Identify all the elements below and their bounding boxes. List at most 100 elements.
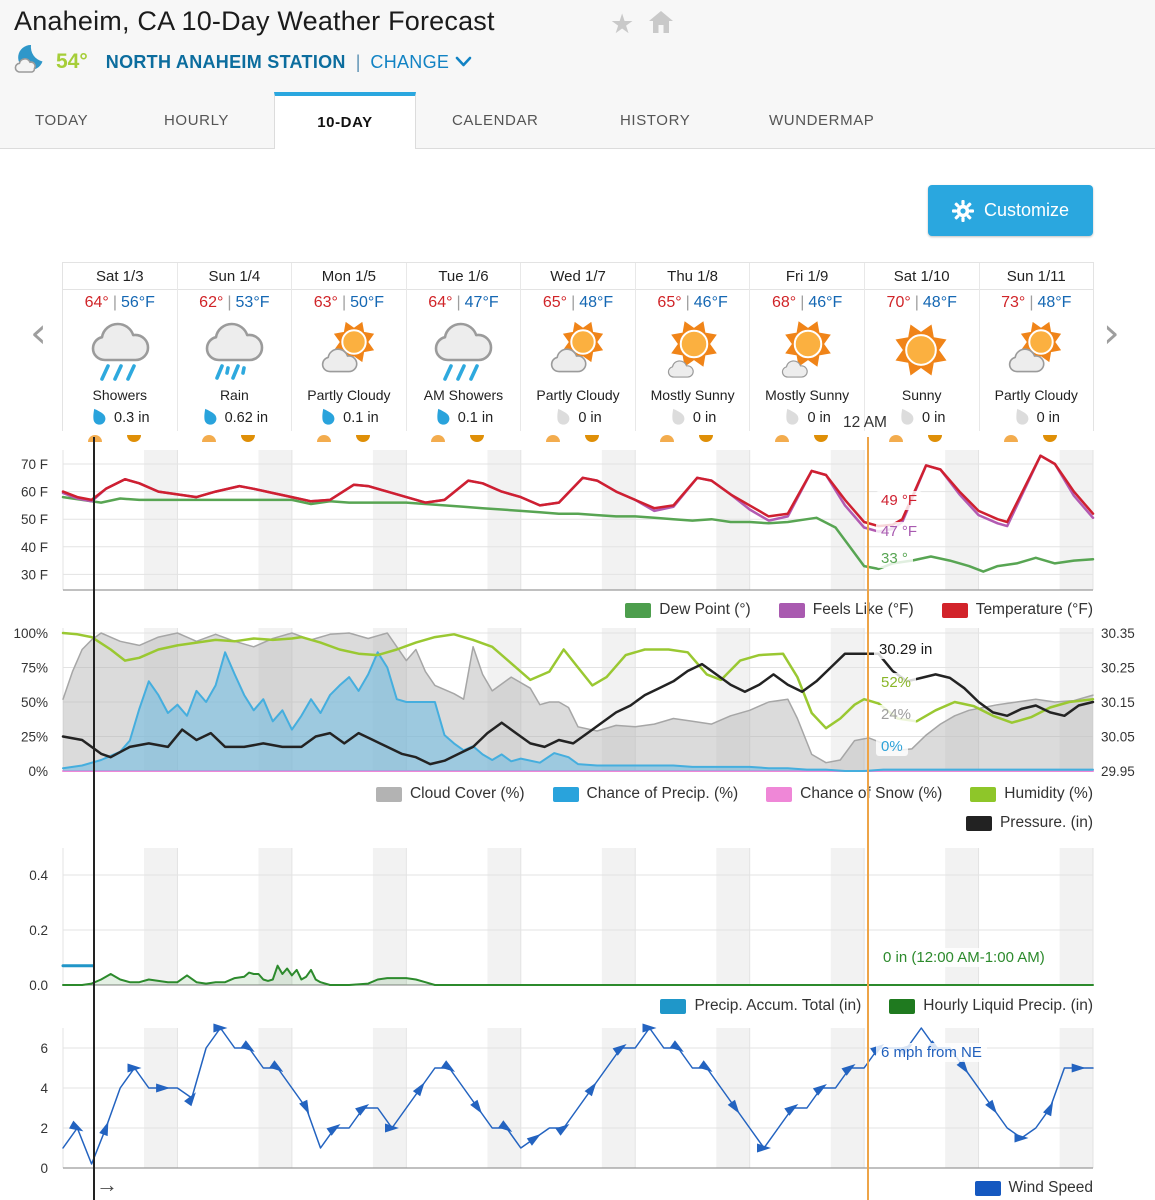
series-wind-speed [62,1027,1094,1165]
sunrise-icon [889,435,904,442]
raindrop-icon [669,407,686,429]
legend-item: Pressure. (in) [965,814,1093,832]
day-date: Wed 1/7 [521,263,635,290]
station-name[interactable]: NORTH ANAHEIM STATION [105,51,346,72]
svg-text:40 F: 40 F [21,540,48,555]
page-title: Anaheim, CA 10-Day Weather Forecast [14,6,495,36]
day-precip-amount: 0.1 in [457,410,494,426]
day-precip-amount: 0.1 in [343,410,379,426]
raindrop-icon [90,407,107,429]
svg-text:2: 2 [40,1121,48,1136]
svg-text:50%: 50% [21,695,48,710]
legend-item: Wind Speed [974,1179,1093,1197]
day-high-temp: 70° [886,293,911,311]
day-precip-amount: 0 in [807,410,831,426]
chart-legend: Precip. Accum. Total (in) Hourly Liquid P… [660,994,1093,1018]
favorite-star-icon[interactable]: ★ [610,9,635,39]
weather-icon [865,315,979,385]
legend-swatch-icon [778,602,805,618]
day-low-temp: 48°F [1037,293,1072,311]
tab-wundermap[interactable]: WUNDERMAP [769,111,875,129]
forecast-day-tile[interactable]: Sun 1/11 73° | 48°F Partly Cloudy 0 in [979,263,1094,431]
sunrise-icon [660,435,675,442]
chart-legend: Dew Point (°) Feels Like (°F) Temperature … [625,598,1093,622]
day-low-temp: 48°F [579,293,614,311]
forecast-day-tile[interactable]: Sat 1/10 70° | 48°F Sunny 0 in [864,263,980,431]
forecast-day-tile[interactable]: Tue 1/6 64° | 47°F AM Showers 0.1 in [406,263,522,431]
day-date: Tue 1/6 [406,263,521,290]
day-low-temp: 48°F [922,293,957,311]
day-high-temp: 68° [771,293,797,311]
tab-history[interactable]: HISTORY [620,111,691,129]
svg-text:30 F: 30 F [21,567,48,582]
day-low-temp: 46°F [693,293,728,311]
series-chance-of-precip- [62,651,1094,772]
series-pressure-in- [61,652,1095,766]
sunset-icon [928,435,943,442]
legend-item: Dew Point (°) [625,601,751,619]
sunset-icon [584,435,599,442]
svg-text:30.05: 30.05 [1101,730,1135,745]
day-high-temp: 63° [313,293,338,311]
legend-item: Feels Like (°F) [778,601,914,619]
legend-swatch-icon [970,786,997,802]
day-high-temp: 65° [657,293,682,311]
day-date: Thu 1/8 [635,263,750,290]
legend-item: Cloud Cover (%) [375,785,525,803]
legend-swatch-icon [965,815,992,831]
home-icon[interactable] [648,10,674,39]
raindrop-icon [201,407,218,429]
weather-icon [636,315,750,385]
legend-swatch-icon [766,786,793,802]
svg-text:30.15: 30.15 [1101,695,1135,710]
series-hourly-liquid-precip-in- [62,964,1094,986]
tab-10-day[interactable]: 10-DAY [274,92,416,149]
day-date: Sat 1/3 [63,263,177,290]
legend-swatch-icon [974,1180,1001,1196]
weather-icon [292,315,406,385]
series-dew-point- [61,495,1095,573]
forecast-day-tile[interactable]: Thu 1/8 65° | 46°F Mostly Sunny 0 in [635,263,751,431]
day-condition: Partly Cloudy [307,387,391,403]
day-date: Mon 1/5 [292,263,406,290]
gear-icon [951,199,974,222]
svg-text:70 F: 70 F [21,457,48,472]
day-low-temp: 46°F [808,293,843,311]
legend-item: Temperature (°F) [941,601,1093,619]
legend-swatch-icon [941,602,968,618]
day-high-temp: 64° [84,293,109,311]
svg-text:100%: 100% [13,626,48,641]
sunrise-icon [1003,435,1018,442]
svg-text:0.0: 0.0 [29,978,48,993]
x-axis-arrow: → [96,1172,118,1197]
carousel-next-icon[interactable]: › [1103,308,1120,357]
carousel-prev-icon[interactable]: ‹ [30,308,47,357]
tab-calendar[interactable]: CALENDAR [452,111,539,129]
svg-text:30.35: 30.35 [1101,626,1135,641]
raindrop-icon [319,407,336,429]
tab-hourly[interactable]: HOURLY [164,111,229,129]
day-high-temp: 62° [199,293,224,311]
forecast-day-tile[interactable]: Sat 1/3 64° | 56°F Showers 0.3 in [63,263,178,431]
forecast-day-tile[interactable]: Wed 1/7 65° | 48°F Partly Cloudy 0 in [521,263,636,431]
customize-button[interactable]: Customize [928,185,1093,236]
current-temp: 54° [56,50,88,73]
forecast-day-tile[interactable]: Mon 1/5 63° | 50°F Partly Cloudy 0.1 in [292,263,407,431]
chart-legend: Cloud Cover (%) Chance of Precip. (%) Chan… [375,782,1093,806]
forecast-day-tile[interactable]: Fri 1/9 68° | 46°F Mostly Sunny 0 in [750,263,865,431]
tab-today[interactable]: TODAY [35,111,89,129]
change-station-link[interactable]: CHANGE [370,52,472,73]
forecast-day-tile[interactable]: Sun 1/4 62° | 53°F Rain 0.62 in [177,263,293,431]
weather-icon [521,315,635,385]
forecast-tiles: Sat 1/3 64° | 56°F Showers 0.3 in Sun 1/… [62,262,1094,431]
day-condition: Showers [92,387,148,403]
day-date: Fri 1/9 [750,263,864,290]
day-precip-amount: 0 in [922,410,946,426]
chart-precipitation: 0.4 0.2 0.0 [29,848,1094,993]
day-precip-amount: 0 in [692,410,717,426]
sunset-icon [126,435,141,442]
chevron-down-icon [455,56,472,67]
chart-legend: Wind Speed [974,1176,1093,1200]
